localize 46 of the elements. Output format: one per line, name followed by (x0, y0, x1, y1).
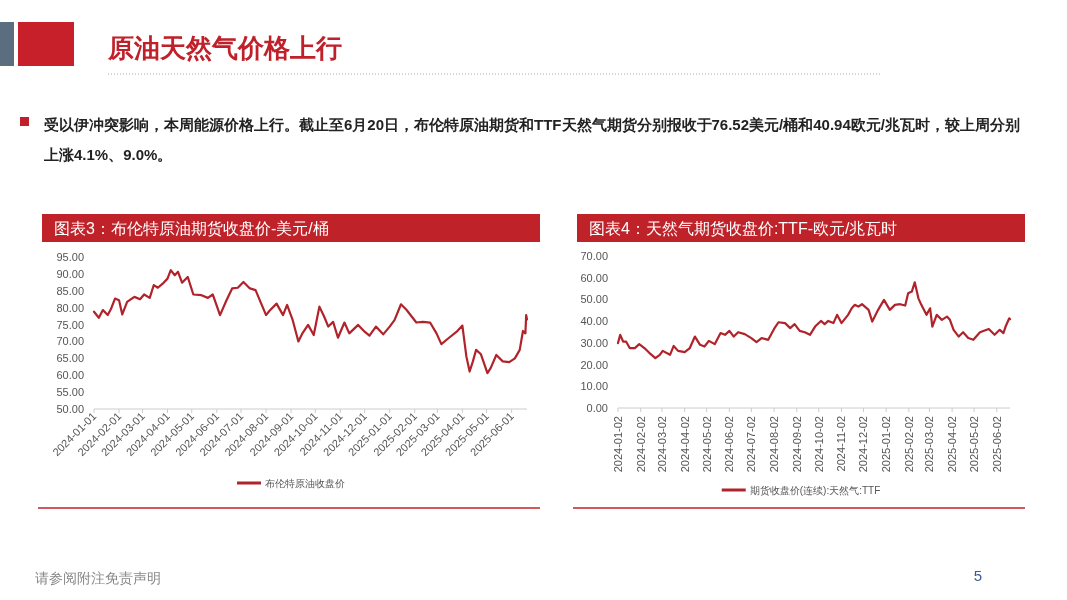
legend-label: 布伦特原油收盘价 (265, 478, 345, 489)
chart-title: 图表3：布伦特原油期货收盘价-美元/桶 (54, 220, 329, 237)
y-tick-label: 50.00 (56, 403, 84, 415)
y-tick-label: 0.00 (586, 402, 608, 414)
y-tick-label: 40.00 (580, 315, 608, 328)
y-tick-label: 70.00 (56, 335, 84, 348)
y-tick-label: 85.00 (56, 284, 84, 297)
y-tick-label: 60.00 (56, 369, 84, 382)
x-tick-label: 2024-05-02 (700, 416, 713, 473)
y-tick-label: 65.00 (56, 352, 84, 365)
x-tick-label: 2025-04-02 (946, 416, 959, 473)
x-tick-label: 2024-06-02 (723, 416, 736, 473)
x-tick-label: 2024-09-02 (790, 416, 803, 473)
x-tick-label: 2024-03-02 (655, 416, 668, 473)
y-tick-label: 20.00 (580, 358, 608, 371)
y-tick-label: 90.00 (56, 267, 84, 280)
y-tick-label: 50.00 (580, 293, 608, 306)
y-tick-label: 10.00 (580, 380, 608, 393)
y-tick-label: 95.00 (56, 251, 84, 263)
x-tick-label: 2025-01-02 (880, 416, 893, 473)
chart-title: 图表4：天然气期货收盘价:TTF-欧元/兆瓦时 (589, 220, 898, 237)
legend-label: 期货收盘价(连续):天然气:TTF (749, 485, 881, 496)
x-tick-label: 2025-03-02 (923, 416, 936, 473)
x-tick-label: 2024-04-02 (678, 416, 691, 473)
y-tick-label: 55.00 (56, 386, 84, 399)
x-tick-label: 2024-11-02 (835, 416, 848, 472)
x-tick-label: 2024-01-02 (612, 416, 624, 473)
y-tick-label: 80.00 (56, 301, 84, 314)
x-tick-label: 2024-10-02 (812, 416, 825, 473)
x-tick-label: 2024-02-02 (634, 416, 647, 473)
line-series (92, 269, 529, 375)
y-tick-label: 60.00 (580, 271, 608, 284)
line-series (616, 281, 1012, 360)
text: 原油天然气价格上行 (107, 33, 342, 63)
x-tick-label: 2024-12-02 (857, 416, 870, 473)
y-tick-label: 70.00 (580, 250, 608, 262)
x-tick-label: 2024-07-02 (745, 416, 758, 473)
text: 5 (973, 567, 983, 584)
x-tick-label: 2024-08-02 (768, 416, 781, 473)
y-tick-label: 75.00 (56, 318, 84, 331)
x-tick-label: 2025-05-02 (968, 416, 981, 473)
x-tick-label: 2025-02-02 (902, 416, 915, 473)
text: 请参阅附注免责声明 (35, 570, 161, 586)
text: 受以伊冲突影响，本周能源价格上行。截止至6月20日，布伦特原油期货和TTF天然气期货分别报收于76.52美元/桶和40.94欧元/兆瓦时，较上周分别上涨4.1%、9.0%。 (44, 115, 1021, 165)
x-tick-label: 2025-06-02 (990, 416, 1003, 473)
y-tick-label: 30.00 (580, 336, 608, 349)
